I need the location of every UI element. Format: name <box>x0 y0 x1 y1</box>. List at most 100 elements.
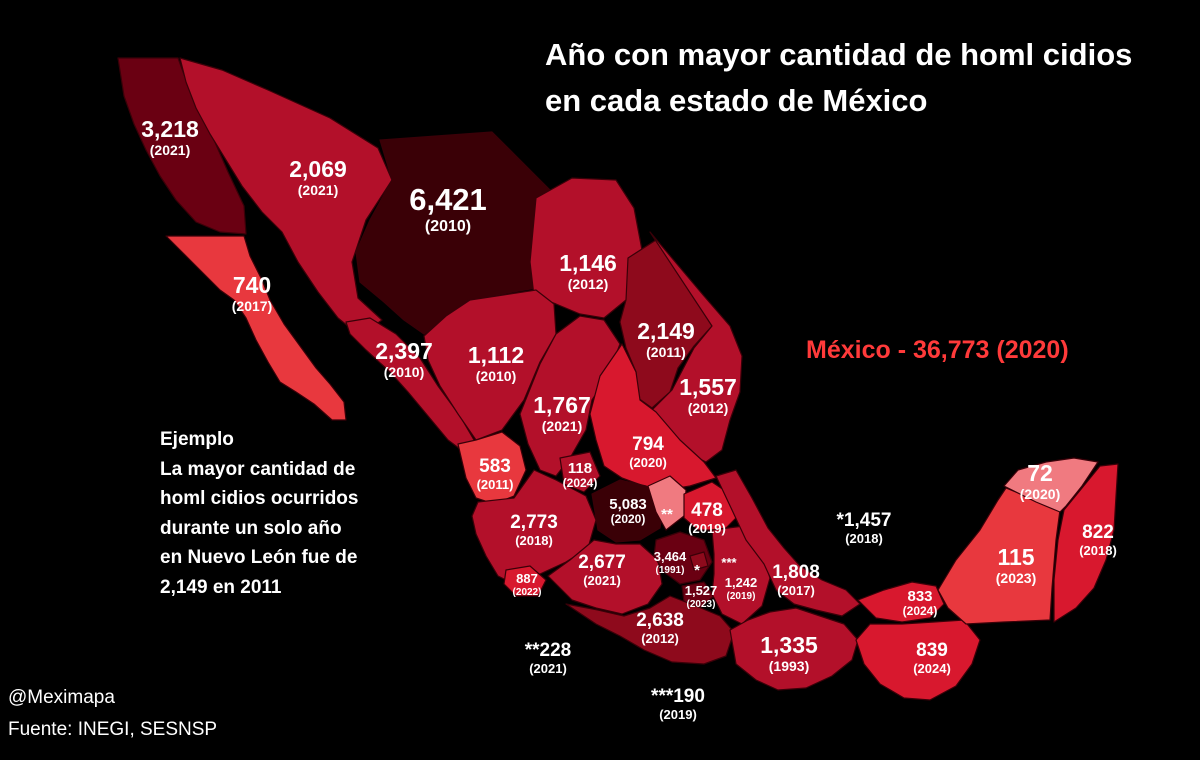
year: (2024) <box>562 476 598 491</box>
title-line-1: Año con mayor cantidad de homl cidios <box>545 37 1133 72</box>
label-san-luis-potosi: 794 (2020) <box>629 434 667 471</box>
region-san-luis-potosi <box>589 343 717 491</box>
value: 1,112 <box>467 342 525 368</box>
value: 3,464 <box>653 549 687 564</box>
value: 478 <box>691 500 723 521</box>
value: 1,146 <box>559 250 617 276</box>
year: (2010) <box>383 364 425 381</box>
value: 740 <box>232 272 272 298</box>
region-yucatan <box>1003 457 1099 513</box>
value: 1,767 <box>533 392 591 418</box>
value: 3,218 <box>141 116 199 142</box>
label-chiapas: 839 (2024) <box>913 640 951 677</box>
example-line-1: Ejemplo <box>160 429 234 450</box>
example-text: Ejemplo La mayor cantidad de homl cidios… <box>160 425 358 602</box>
year: (2019) <box>688 520 726 536</box>
title-line-2: en cada estado de México <box>545 83 928 118</box>
year: (2012) <box>641 630 679 646</box>
region-zacatecas <box>519 315 621 477</box>
year: (2017) <box>777 582 815 598</box>
region-morelos <box>681 581 715 609</box>
label-puebla: 1,242 (2019) <box>724 575 758 602</box>
value: 833 <box>907 588 933 605</box>
region-oaxaca <box>729 607 859 691</box>
label-michoacan: 2,677 (2021) <box>578 552 626 589</box>
label-morelos: 1,527 (2023) <box>684 583 718 610</box>
label-baja-california-sur: 740 (2017) <box>232 272 272 315</box>
year: (2011) <box>646 344 686 361</box>
example-line-2: La mayor cantidad de <box>160 458 356 480</box>
national-total: México - 36,773 (2020) <box>806 336 1069 364</box>
year: (2021) <box>149 142 191 159</box>
value: 1,557 <box>679 374 737 400</box>
region-campeche <box>937 487 1061 625</box>
label-queretaro: ** <box>661 506 673 523</box>
year: (2020) <box>610 512 646 527</box>
label-sonora: 2,069 (2021) <box>289 156 347 199</box>
value: 583 <box>479 456 511 477</box>
year: (1993) <box>768 658 810 675</box>
year: (2021) <box>297 182 339 199</box>
year: (2017) <box>231 298 273 315</box>
year: (2012) <box>567 276 609 293</box>
example-line-6: 2,149 en 2011 <box>160 576 282 598</box>
region-aguascalientes <box>559 451 601 493</box>
value: *** <box>721 555 737 570</box>
region-guanajuato <box>591 479 665 543</box>
region-nayarit <box>457 431 527 505</box>
year: (2020) <box>629 454 667 470</box>
label-nuevo-leon: 2,149 (2011) <box>637 318 695 361</box>
value: 2,677 <box>578 552 626 573</box>
label-hidalgo: 478 (2019) <box>688 500 726 537</box>
label-tabasco: 833 (2024) <box>903 588 938 619</box>
value: * <box>694 562 700 579</box>
label-durango: 1,112 (2010) <box>468 342 524 385</box>
example-line-5: en Nuevo León fue de <box>160 547 358 568</box>
example-line-4: durante un solo año <box>160 517 342 539</box>
year: (2020) <box>1019 486 1061 503</box>
year: (1991) <box>655 564 685 576</box>
year: (2012) <box>687 400 729 417</box>
label-zacatecas: 1,767 (2021) <box>533 392 591 435</box>
label-yucatan: 72 (2020) <box>1020 460 1060 503</box>
value: ** <box>661 506 673 523</box>
value: *1,457 <box>836 510 892 531</box>
value: **228 <box>524 640 572 661</box>
label-nayarit: 583 (2011) <box>477 456 514 493</box>
label-coahuila: 1,146 (2012) <box>559 250 617 293</box>
label-guerrero: 2,638 (2012) <box>636 610 684 647</box>
region-colima <box>503 565 547 597</box>
label-sinaloa: 2,397 (2010) <box>375 338 433 381</box>
value: 887 <box>516 571 538 586</box>
region-tabasco <box>857 581 945 623</box>
value: 822 <box>1082 522 1114 543</box>
state-shapes <box>117 57 1119 701</box>
region-quintana-roo <box>1053 463 1119 623</box>
value: 1,527 <box>684 583 718 598</box>
value: 115 <box>997 544 1035 570</box>
label-quintana-roo: 822 (2018) <box>1079 522 1117 559</box>
label-estado-de-mexico: 3,464 (1991) <box>653 549 687 576</box>
region-veracruz <box>715 469 861 617</box>
value: 839 <box>916 640 948 661</box>
year: (2022) <box>512 586 542 598</box>
region-cdmx <box>689 551 709 571</box>
label-campeche: 115 (2023) <box>996 544 1036 587</box>
value: 1,242 <box>724 575 758 590</box>
value: 5,083 <box>609 496 647 513</box>
year: (2024) <box>902 604 938 619</box>
year: (2018) <box>1079 542 1117 558</box>
label-cdmx: * <box>694 562 700 579</box>
region-michoacan <box>547 539 663 615</box>
year: (2018) <box>845 530 883 546</box>
label-guanajuato: 5,083 (2020) <box>609 496 647 527</box>
year: (2010) <box>475 368 517 385</box>
label-jalisco: 2,773 (2018) <box>510 512 558 549</box>
map-title: Año con mayor cantidad de homl cidios en… <box>545 32 1132 124</box>
footnote-tlaxcala: ***190 (2019) <box>651 686 705 723</box>
value: 2,773 <box>510 512 558 533</box>
value: 6,421 <box>409 182 487 217</box>
region-baja-california-sur <box>165 235 347 421</box>
label-baja-california: 3,218 (2021) <box>141 116 199 159</box>
